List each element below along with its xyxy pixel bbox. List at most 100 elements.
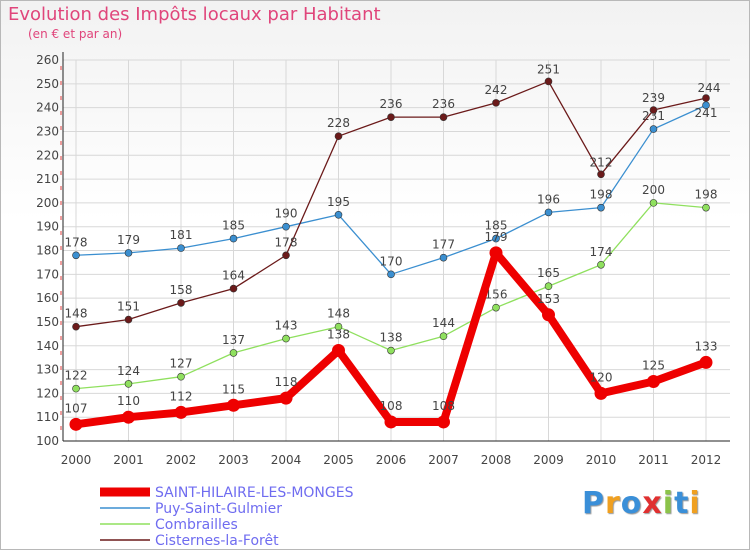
data-point [492, 99, 500, 107]
x-tick-label: 2008 [481, 453, 512, 467]
data-point [387, 346, 395, 355]
data-label: 198 [590, 188, 613, 202]
data-label: 185 [222, 219, 245, 233]
data-point [387, 113, 395, 121]
data-point [597, 203, 605, 212]
data-point [702, 94, 710, 102]
data-point [72, 322, 80, 331]
data-label: 228 [327, 116, 350, 130]
data-label: 195 [327, 195, 350, 209]
data-label: 143 [275, 319, 298, 333]
data-point [439, 332, 448, 341]
data-point [492, 303, 500, 312]
logo-letter: o [620, 486, 643, 521]
data-point [177, 299, 185, 307]
x-tick-label: 2002 [166, 453, 197, 467]
data-label: 164 [222, 269, 245, 283]
data-label: 179 [117, 233, 140, 247]
y-tick-label: 100 [36, 434, 59, 448]
legend-label: SAINT-HILAIRE-LES-MONGES [155, 485, 354, 501]
data-point [282, 222, 290, 231]
series-puy-saint-gulmier: 178 179 181 185 190 195 170 177 185 196 198 231 241 [65, 101, 718, 279]
y-tick-label: 220 [36, 148, 59, 162]
data-label: 144 [432, 316, 455, 330]
data-point [177, 244, 185, 252]
data-point [72, 251, 80, 260]
data-label: 174 [590, 245, 613, 259]
data-label: 120 [590, 370, 613, 384]
data-point [334, 210, 343, 219]
y-tick-label: 190 [36, 220, 59, 234]
data-label: 137 [222, 333, 245, 347]
data-label: 158 [170, 283, 193, 297]
data-point [492, 234, 500, 243]
data-point [282, 334, 290, 343]
data-label: 112 [170, 389, 193, 403]
data-label: 165 [537, 266, 560, 280]
data-label: 151 [117, 300, 140, 314]
data-point [227, 398, 240, 412]
data-label: 110 [117, 394, 140, 408]
y-tick-label: 140 [36, 339, 59, 353]
chart-subtitle: (en € et par an) [28, 27, 123, 41]
data-point [122, 410, 135, 424]
x-tick-label: 2005 [323, 453, 354, 467]
data-label: 148 [65, 307, 88, 321]
legend-label: Cisternes-la-Forêt [155, 533, 279, 549]
series-cisternes-la-for-t: 148 151 158 164 178 228 236 236 242 251 212 239 244 [65, 62, 720, 331]
data-label: 107 [65, 401, 88, 415]
data-point [124, 249, 133, 257]
y-tick-label: 240 [36, 101, 59, 115]
data-point [439, 113, 448, 121]
data-label: 108 [432, 399, 455, 413]
data-point [282, 251, 290, 260]
data-point [489, 246, 503, 260]
y-tick-label: 230 [36, 124, 59, 138]
data-point [594, 386, 608, 400]
data-label: 170 [380, 254, 403, 268]
data-label: 148 [327, 307, 350, 321]
data-label: 115 [222, 382, 245, 396]
data-label: 178 [65, 235, 88, 249]
data-point [649, 199, 658, 207]
data-point [387, 270, 395, 279]
legend-label: Combrailles [155, 517, 238, 533]
logo-letter: x [642, 486, 663, 521]
x-tick-label: 2006 [376, 453, 407, 467]
y-tick-label: 250 [36, 77, 59, 91]
data-point [124, 315, 133, 324]
data-point [384, 415, 398, 429]
data-label: 138 [327, 328, 350, 342]
data-label: 231 [642, 109, 665, 123]
data-point [649, 125, 658, 133]
data-point [699, 355, 713, 369]
data-label: 153 [537, 292, 560, 306]
data-label: 118 [275, 375, 298, 389]
x-tick-label: 2011 [638, 453, 669, 467]
data-label: 196 [537, 192, 560, 206]
x-tick-label: 2000 [61, 453, 92, 467]
y-tick-label: 110 [36, 410, 59, 424]
data-point [334, 132, 343, 140]
data-point [544, 282, 553, 291]
data-point [647, 374, 660, 388]
data-label: 124 [117, 364, 140, 378]
data-label: 251 [537, 62, 560, 76]
x-tick-label: 2009 [533, 453, 564, 467]
data-label: 122 [65, 369, 88, 383]
data-point [544, 77, 553, 86]
y-tick-label: 170 [36, 267, 59, 281]
data-point [544, 208, 553, 217]
data-point [437, 415, 450, 429]
data-label: 185 [485, 219, 508, 233]
data-point [69, 417, 83, 431]
data-label: 241 [695, 106, 718, 120]
data-label: 242 [485, 83, 508, 97]
logo-letter: i [689, 486, 701, 521]
data-point [597, 170, 605, 179]
data-point [229, 284, 238, 293]
data-point [334, 322, 343, 331]
data-point [124, 380, 133, 388]
